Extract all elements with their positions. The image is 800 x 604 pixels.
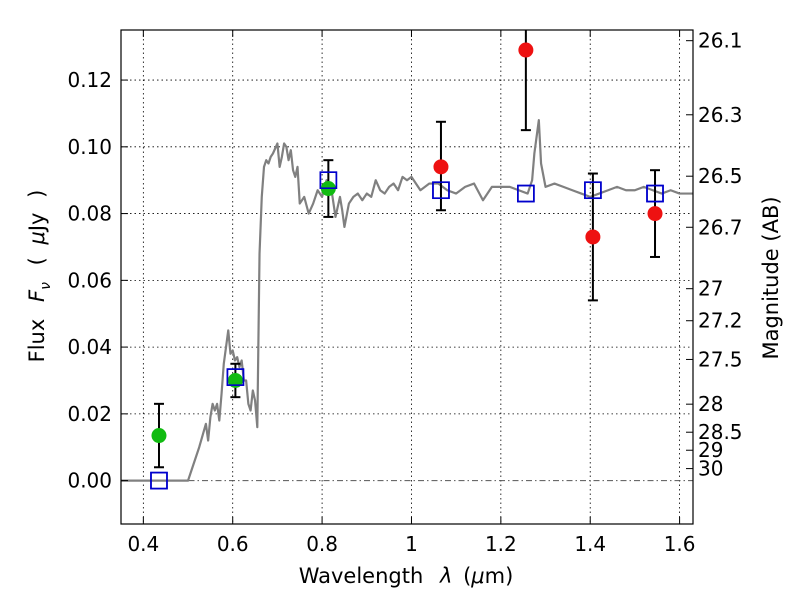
grid-lines <box>121 30 693 524</box>
mag-tick-label-6: 27.5 <box>698 347 743 371</box>
x-tick-label-0: 0.4 <box>127 532 159 556</box>
x-axis-symbol: λ <box>439 564 452 588</box>
x-axis-ticks: 0.4 0.6 0.8 1 1.2 1.4 1.6 <box>127 30 696 556</box>
y-tick-label-0: 0.00 <box>67 469 112 493</box>
ir-point-3 <box>647 206 663 222</box>
mag-tick-label-4: 27 <box>698 277 723 301</box>
mag-tick-label-1: 26.3 <box>698 103 743 127</box>
y-tick-label-2: 0.04 <box>67 335 112 359</box>
mag-tick-label-3: 26.7 <box>698 215 743 239</box>
y-tick-label-3: 0.06 <box>67 268 112 292</box>
mag-tick-label-7: 28 <box>698 392 723 416</box>
y-axis-unit-close: ) <box>25 190 49 198</box>
mag-tick-label-5: 27.2 <box>698 309 743 333</box>
x-tick-label-6: 1.6 <box>664 532 696 556</box>
model-photometry-outline-6 <box>646 184 664 203</box>
ir-points <box>433 30 663 302</box>
model-photometry-outline-2 <box>319 171 338 190</box>
y-axis-ticks: 0.00 0.02 0.04 0.06 0.08 0.10 0.12 <box>67 68 128 493</box>
mag-tick-label-2: 26.5 <box>698 164 743 188</box>
model-photometry-outline-0 <box>150 471 168 490</box>
model-photometry-overlay <box>150 171 664 490</box>
x-tick-label-2: 0.8 <box>306 532 338 556</box>
ir-point-0 <box>433 159 449 175</box>
hst-point-0 <box>151 428 167 444</box>
model-spectrum-line <box>121 119 693 482</box>
mag-tick-label-9: 29 <box>698 438 723 462</box>
hst-point-1 <box>227 372 243 388</box>
y-axis-unit-mu: μ <box>25 231 49 245</box>
y-axis-unit-rest: Jy <box>25 213 49 234</box>
x-tick-label-4: 1.2 <box>485 532 517 556</box>
plot-area <box>121 30 693 490</box>
y-tick-label-4: 0.08 <box>67 202 112 226</box>
y-axis-unit-open: ( <box>25 257 49 265</box>
y-tick-label-6: 0.12 <box>67 68 112 92</box>
magnitude-axis-title: Magnitude (AB) <box>759 196 783 359</box>
y-axis-subscript: ν <box>38 282 54 290</box>
x-axis-unit-rest: m) <box>485 564 514 588</box>
y-axis-title: Flux Fν ( μJy ) <box>25 190 55 363</box>
mag-tick-label-10: 30 <box>698 457 723 481</box>
y-axis-symbol: F <box>25 289 49 302</box>
mag-tick-label-8: 28.5 <box>698 420 743 444</box>
model-photometry-outline-4 <box>517 184 535 203</box>
y-tick-label-1: 0.02 <box>67 402 112 426</box>
y-axis-label: Flux <box>25 319 49 363</box>
x-axis-unit-mu: μ <box>470 564 484 588</box>
x-tick-label-1: 0.6 <box>217 532 249 556</box>
ir-point-2 <box>585 229 601 245</box>
x-tick-label-5: 1.4 <box>574 532 606 556</box>
x-axis-label: Wavelength <box>299 564 424 588</box>
x-axis-unit-open: ( <box>463 564 471 588</box>
x-axis-title: Wavelength λ (μm) <box>299 564 514 588</box>
mag-tick-label-0: 26.1 <box>698 29 743 53</box>
x-tick-label-3: 1 <box>405 532 418 556</box>
model-photometry-outline-1 <box>226 368 245 386</box>
model-photometry-outline-5 <box>584 181 602 200</box>
model-photometry-outline-3 <box>432 181 450 200</box>
y-tick-label-5: 0.10 <box>67 135 112 159</box>
ir-point-1 <box>518 42 534 58</box>
plot-frame <box>120 29 694 525</box>
hst-points <box>151 159 336 469</box>
